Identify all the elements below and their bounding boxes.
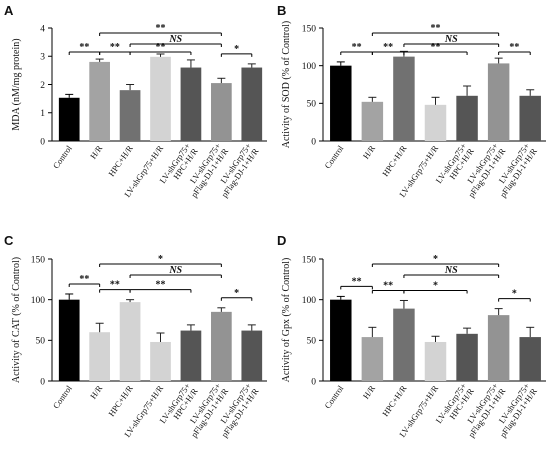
y-tick-label: 150 [31, 255, 46, 265]
y-tick-label: 0 [311, 377, 316, 387]
bar [424, 341, 447, 381]
bar [330, 65, 352, 141]
y-tick-label: 100 [302, 62, 317, 72]
bar [89, 61, 110, 141]
bar [180, 67, 202, 141]
bar [241, 330, 263, 381]
x-category-label: H/R [361, 383, 378, 401]
bar [180, 330, 202, 381]
panel-letter: B [277, 3, 286, 18]
y-tick-label: 150 [302, 255, 317, 265]
panel-letter: C [4, 233, 14, 248]
bar [119, 90, 141, 141]
bar [424, 104, 447, 141]
x-category-label: HPC+H/R [106, 143, 135, 178]
y-tick-label: 0 [311, 137, 316, 147]
significance-label: * [158, 254, 163, 265]
bar [519, 95, 541, 141]
bar [519, 337, 541, 381]
bar [361, 101, 384, 141]
panel-letter: A [4, 3, 14, 18]
significance-label: ** [79, 42, 89, 53]
y-axis-label: Activity of Gpx (% of Control) [281, 258, 292, 383]
y-tick-label: 150 [302, 24, 317, 34]
bar [487, 315, 510, 381]
y-tick-label: 50 [307, 337, 317, 347]
bar [393, 56, 415, 142]
significance-label: ** [352, 276, 362, 287]
significance-label: ** [79, 274, 89, 285]
significance-label: * [433, 280, 438, 291]
panel-d: D Activity of Gpx (% of Control) 0 50 100 150… [277, 233, 546, 439]
y-tick-label: 50 [36, 337, 46, 347]
bar [393, 308, 415, 381]
x-category-label: Control [322, 143, 345, 171]
x-category-label: HPC+H/R [106, 383, 135, 418]
bar [361, 337, 384, 381]
significance-label: ** [156, 23, 166, 34]
significance-label: ** [383, 280, 393, 291]
y-tick-label: 100 [302, 296, 317, 306]
y-tick-label: 4 [40, 24, 45, 34]
panel-letter: D [277, 233, 286, 248]
significance-label: ** [383, 42, 393, 53]
y-tick-label: 0 [40, 137, 45, 147]
bar [211, 83, 232, 141]
bar [211, 311, 232, 381]
significance-label: NS [444, 34, 458, 45]
panel-c: C Activity of CAT (% of Control) 0 50 100 150… [4, 233, 267, 439]
bar [330, 299, 352, 381]
x-category-label: H/R [361, 143, 378, 161]
bar [119, 302, 141, 381]
significance-label: * [234, 44, 239, 55]
x-category-label: HPC+H/R [380, 383, 409, 418]
bar [58, 299, 80, 381]
x-category-label: Control [322, 383, 345, 411]
x-category-label: H/R [88, 383, 105, 401]
y-tick-label: 100 [31, 296, 46, 306]
significance-label: ** [156, 280, 166, 291]
bar [456, 95, 478, 141]
significance-label: ** [509, 42, 519, 53]
significance-label: * [234, 288, 239, 299]
panel-b: B Activity of SOD (% of Control) 0 50 100 150… [277, 3, 546, 199]
bar [487, 63, 510, 142]
significance-label: ** [110, 280, 120, 291]
significance-label: ** [431, 23, 441, 34]
y-axis-label: Activity of CAT (% of Control) [11, 257, 22, 383]
significance-label: ** [110, 42, 120, 53]
x-category-label: HPC+H/R [380, 143, 409, 178]
significance-label: NS [444, 265, 458, 276]
bar [58, 97, 80, 141]
bar [456, 333, 478, 381]
y-tick-label: 2 [40, 81, 45, 91]
x-category-label: Control [51, 383, 74, 411]
panel-a: A MDA (nM/mg protein) 0 1 2 3 4 Control H/R HPC+H… [4, 3, 267, 199]
x-category-label: Control [51, 143, 74, 171]
significance-label: NS [168, 265, 182, 276]
significance-label: ** [431, 42, 441, 53]
y-tick-label: 1 [40, 109, 45, 119]
significance-label: NS [168, 34, 182, 45]
x-category-label: H/R [88, 143, 105, 161]
y-axis-label: MDA (nM/mg protein) [11, 38, 22, 130]
y-tick-label: 3 [40, 53, 45, 63]
bar [150, 341, 171, 381]
significance-label: * [433, 254, 438, 265]
significance-label: ** [156, 42, 166, 53]
bar [150, 56, 171, 141]
bar [89, 332, 110, 381]
bar [241, 67, 263, 141]
y-tick-label: 50 [307, 100, 317, 110]
significance-label: * [512, 289, 517, 300]
y-axis-label: Activity of SOD (% of Control) [281, 21, 292, 149]
significance-label: ** [352, 42, 362, 53]
y-tick-label: 0 [40, 377, 45, 387]
